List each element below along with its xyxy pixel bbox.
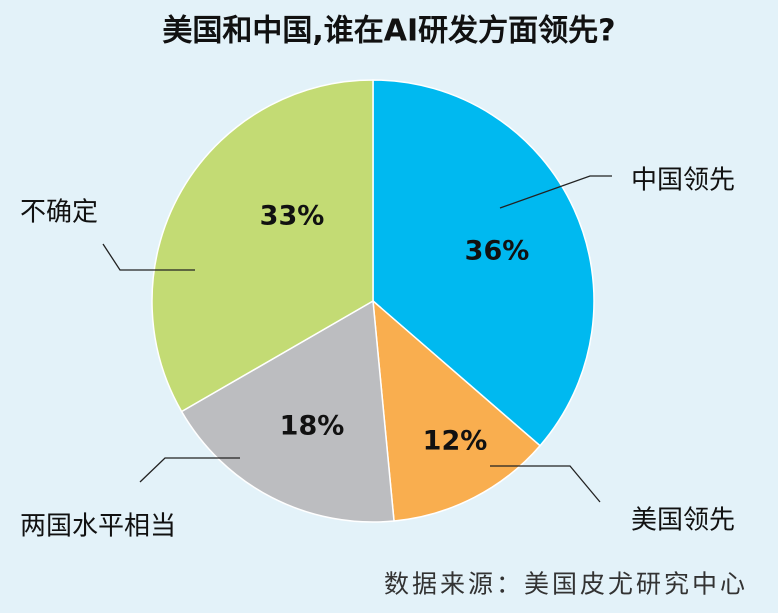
- value-label: 12%: [423, 426, 488, 457]
- value-label: 33%: [260, 201, 325, 232]
- category-label: 两国水平相当: [20, 512, 176, 542]
- source: 数据来源：美国皮尤研究中心: [384, 570, 748, 599]
- pie-slice: [372, 79, 595, 447]
- category-label: 中国领先: [631, 166, 735, 196]
- leader-line: [490, 465, 601, 503]
- value-label: 36%: [465, 236, 530, 267]
- leader-line: [499, 175, 612, 209]
- pie-slice: [151, 79, 374, 413]
- chart-title: 美国和中国,谁在AI研发方面领先?: [162, 14, 615, 49]
- category-label: 不确定: [20, 198, 98, 228]
- category-label: 美国领先: [631, 506, 735, 536]
- value-label: 18%: [280, 411, 345, 442]
- leader-line: [102, 243, 195, 271]
- leader-line: [139, 457, 240, 483]
- pie-slice: [180, 299, 395, 523]
